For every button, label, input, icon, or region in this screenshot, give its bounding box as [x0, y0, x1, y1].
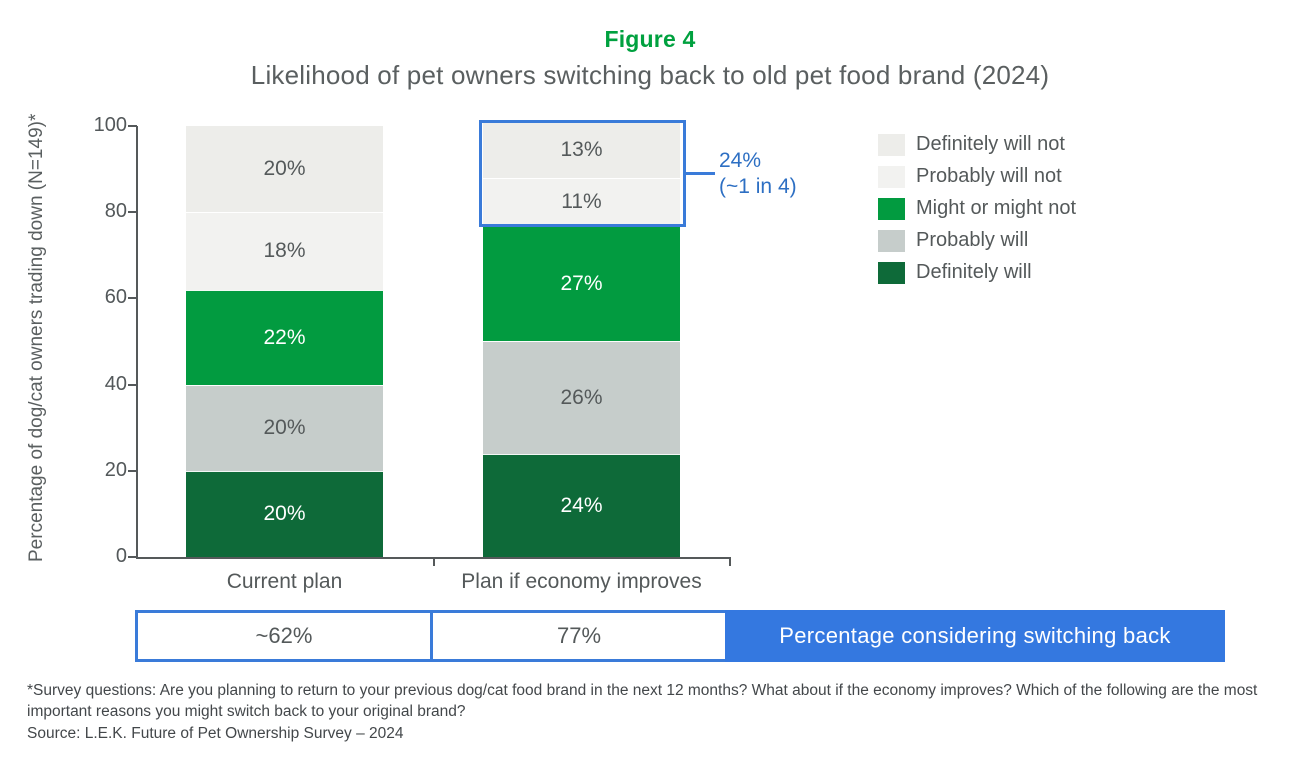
bar-segment: 11% [483, 177, 680, 226]
y-tick-mark [128, 125, 137, 127]
y-tick-label: 100 [93, 114, 127, 136]
legend-row: Probably will [878, 229, 1076, 252]
legend-label: Might or might not [916, 197, 1077, 219]
summary-cell-economy-improves: 77% [430, 610, 728, 662]
y-tick-mark [128, 297, 137, 300]
stacked-bar: 20% 18% 22% 20% 20% [186, 126, 383, 557]
y-tick-mark [128, 469, 137, 472]
legend-swatch [878, 261, 905, 284]
legend-swatch [878, 229, 905, 252]
callout-annotation-value: 24% [719, 149, 762, 172]
bar-segment: 27% [483, 225, 680, 342]
bar-segment: 13% [483, 121, 680, 178]
x-category-label: Plan if economy improves [461, 570, 702, 593]
bar-segment: 20% [186, 470, 383, 557]
legend: Definitely will not Probably will not Migh… [878, 133, 1076, 284]
legend-swatch [878, 133, 905, 156]
callout-connector-line [685, 172, 715, 175]
summary-table: ~62% 77% Percentage considering switchin… [135, 610, 1225, 662]
summary-cell-current-plan: ~62% [135, 610, 433, 662]
legend-label: Definitely will [916, 261, 1032, 283]
legend-row: Definitely will [878, 261, 1076, 284]
callout-annotation: 24% (~1 in 4) [719, 148, 797, 199]
bar-segment: 18% [186, 212, 383, 290]
legend-row: Might or might not [878, 197, 1076, 220]
footnote: *Survey questions: Are you planning to r… [27, 681, 1272, 745]
footnote-survey-questions: *Survey questions: Are you planning to r… [27, 682, 1258, 720]
bar-segment: 24% [483, 453, 680, 557]
figure-label: Figure 4 [604, 26, 696, 52]
footnote-source: Source: L.E.K. Future of Pet Ownership S… [27, 725, 404, 743]
y-axis-line [136, 126, 138, 559]
legend-label: Probably will not [916, 165, 1062, 187]
legend-row: Probably will not [878, 165, 1076, 188]
legend-label: Probably will [916, 229, 1029, 251]
callout-box-top-segments [479, 120, 686, 227]
legend-swatch [878, 165, 905, 188]
y-tick-mark [128, 211, 137, 214]
y-tick-label: 80 [104, 200, 127, 223]
y-tick-mark [128, 383, 137, 386]
y-tick-label: 20 [104, 458, 127, 481]
bar-segment: 26% [483, 341, 680, 454]
y-tick-label: 0 [115, 545, 127, 567]
y-axis-label: Percentage of dog/cat owners trading dow… [26, 113, 47, 562]
summary-banner: Percentage considering switching back [725, 610, 1225, 662]
bar-segment: 20% [186, 126, 383, 213]
legend-swatch [878, 197, 905, 220]
stacked-bar: 13% 11% 27% 26% 24% [483, 121, 680, 557]
legend-row: Definitely will not [878, 133, 1076, 156]
bar-segment: 20% [186, 384, 383, 471]
chart-title: Likelihood of pet owners switching back … [250, 60, 1050, 90]
legend-label: Definitely will not [916, 133, 1065, 155]
y-tick-label: 40 [104, 372, 127, 395]
x-tick-mark [433, 557, 435, 566]
y-tick-label: 60 [104, 286, 127, 309]
callout-annotation-ratio: (~1 in 4) [719, 174, 797, 198]
x-tick-mark [729, 557, 731, 566]
x-category-label: Current plan [226, 570, 343, 593]
y-tick-mark [128, 556, 137, 558]
bar-segment: 22% [186, 289, 383, 385]
